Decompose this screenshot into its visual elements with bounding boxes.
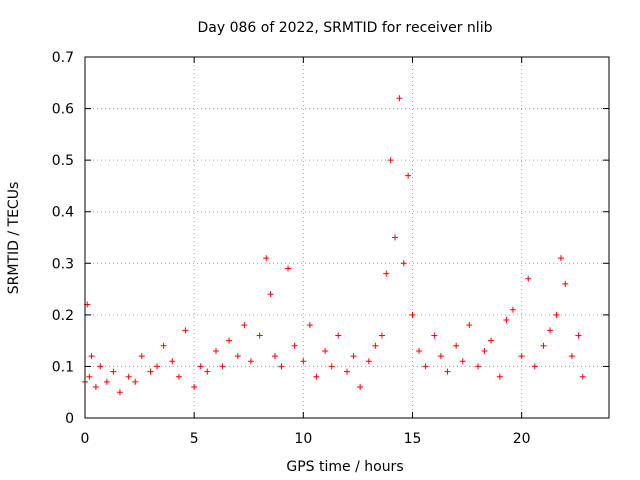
data-point [125, 373, 132, 380]
data-point [466, 322, 473, 329]
data-point [103, 378, 110, 385]
data-point [409, 311, 416, 318]
data-point [387, 157, 394, 164]
data-point [503, 317, 510, 324]
data-point [459, 358, 466, 365]
y-tick-label: 0.7 [52, 50, 74, 66]
data-point [313, 373, 320, 380]
data-point [306, 322, 313, 329]
data-point [422, 363, 429, 370]
data-point [97, 363, 104, 370]
data-point [271, 353, 278, 360]
x-axis-label: GPS time / hours [286, 459, 403, 475]
data-point [322, 347, 329, 354]
data-point [540, 342, 547, 349]
data-point [213, 347, 219, 354]
data-point [431, 332, 438, 339]
data-point [219, 363, 226, 370]
data-point [88, 353, 95, 360]
data-point [335, 332, 342, 339]
data-point [160, 342, 167, 349]
data-point [365, 358, 372, 365]
data-point [416, 347, 423, 354]
data-point [525, 275, 532, 282]
data-points [82, 95, 586, 396]
y-tick-label: 0.3 [52, 256, 74, 272]
data-point [169, 358, 176, 365]
data-point [175, 373, 182, 380]
data-point [197, 363, 204, 370]
data-point [579, 373, 586, 380]
data-point [226, 337, 233, 344]
data-point [557, 255, 564, 262]
data-point [372, 342, 379, 349]
data-point [392, 234, 399, 241]
data-point [285, 265, 292, 272]
data-point [378, 332, 385, 339]
x-tick-label: 5 [190, 431, 199, 447]
x-tick-label: 20 [513, 431, 531, 447]
y-tick-label: 0.5 [52, 153, 74, 169]
data-point [247, 358, 254, 365]
data-point [263, 255, 270, 262]
data-point [291, 342, 298, 349]
data-point [547, 327, 554, 334]
data-point [453, 342, 460, 349]
data-point [481, 347, 488, 354]
data-point [328, 363, 335, 370]
y-tick-label: 0.4 [52, 205, 74, 221]
data-point [182, 327, 189, 334]
data-point [191, 384, 198, 391]
x-tick-label: 0 [81, 431, 90, 447]
data-point [488, 337, 495, 344]
grid-layer [85, 57, 609, 418]
data-point [350, 353, 357, 360]
data-point [241, 322, 248, 329]
data-point [86, 373, 93, 380]
y-axis-label: SRMTID / TECUs [6, 182, 22, 295]
y-tick-label: 0.2 [52, 308, 74, 324]
y-tick-label: 0 [65, 411, 74, 427]
data-point [138, 353, 145, 360]
chart-title: Day 086 of 2022, SRMTID for receiver nli… [198, 20, 493, 36]
data-point [437, 353, 444, 360]
data-point [300, 358, 307, 365]
data-point [116, 389, 123, 396]
data-point [575, 332, 582, 339]
data-point [278, 363, 285, 370]
data-point [344, 368, 350, 375]
data-point [405, 172, 412, 179]
data-point [383, 270, 390, 277]
data-point [496, 373, 503, 380]
data-point [234, 353, 241, 360]
data-point [562, 280, 569, 287]
y-tick-label: 0.1 [52, 359, 74, 375]
data-point [531, 363, 538, 370]
data-point [568, 353, 575, 360]
data-point [147, 368, 154, 375]
data-point [267, 291, 274, 298]
data-point [396, 95, 403, 102]
x-tick-label: 10 [294, 431, 312, 447]
tick-labels: 0 5 10 15 20 0 0.1 0.2 0.3 0.4 0.5 0.6 0.7 [52, 50, 531, 447]
data-point [92, 384, 99, 391]
plot-frame [84, 56, 610, 419]
data-point [444, 368, 451, 375]
y-tick-label: 0.6 [52, 102, 74, 118]
data-point [110, 368, 117, 375]
axis-ticks [84, 56, 609, 419]
data-point [400, 260, 407, 267]
data-point [518, 353, 525, 360]
data-point [357, 384, 364, 391]
data-point [204, 368, 211, 375]
data-point [475, 363, 481, 370]
data-point [509, 306, 516, 313]
x-tick-label: 15 [404, 431, 422, 447]
data-point [154, 363, 161, 370]
data-point [132, 378, 139, 385]
data-point [256, 332, 263, 339]
data-point [553, 311, 560, 318]
